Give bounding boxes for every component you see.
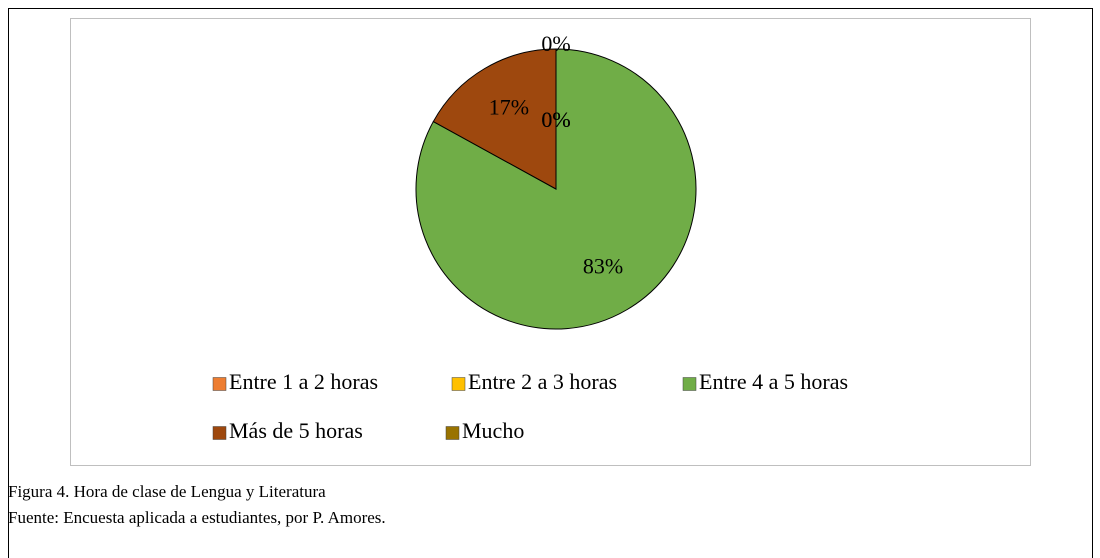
legend-label: Más de 5 horas (229, 418, 363, 443)
legend-swatch (212, 377, 227, 391)
legend-label: Entre 1 a 2 horas (229, 369, 378, 394)
legend-swatch (451, 377, 466, 391)
figure-frame (8, 8, 1093, 558)
data-label: 0% (541, 31, 570, 56)
data-label: 83% (583, 254, 623, 279)
caption-source: Fuente: Encuesta aplicada a estudiantes,… (8, 508, 386, 527)
legend-swatch (212, 426, 227, 440)
data-label: 17% (489, 95, 529, 120)
legend-swatch (445, 426, 460, 440)
caption-title: Figura 4. Hora de clase de Lengua y Lite… (8, 482, 326, 501)
legend-label: Entre 2 a 3 horas (468, 369, 617, 394)
legend-label: Entre 4 a 5 horas (699, 369, 848, 394)
pie-slice (432, 48, 557, 190)
legend-swatch (682, 377, 697, 391)
legend-label: Mucho (462, 418, 524, 443)
data-label: 0% (541, 107, 570, 132)
data-label: 0% (541, 107, 570, 132)
